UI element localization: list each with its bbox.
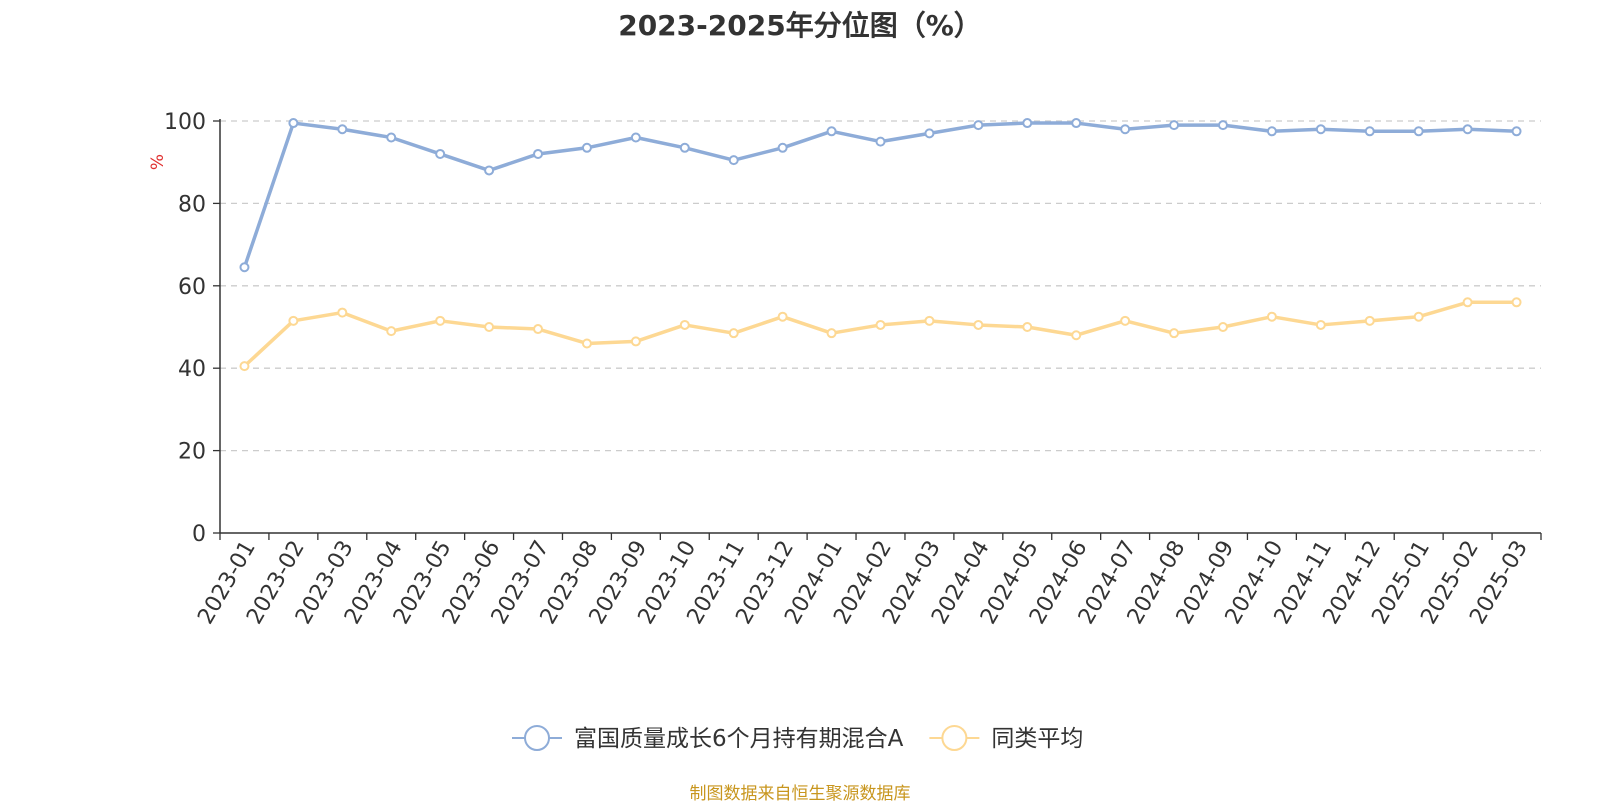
series-0-point-2023-05 xyxy=(435,148,446,159)
series-0-point-2023-09 xyxy=(630,132,641,143)
series-0-point-2023-10 xyxy=(679,142,690,153)
series-0-point-2024-07 xyxy=(1120,124,1131,135)
y-tick-label-40: 40 xyxy=(178,357,206,382)
series-1-point-2024-01 xyxy=(826,328,837,339)
series-1-point-2024-06 xyxy=(1071,330,1082,341)
grid-lines xyxy=(220,120,1541,452)
series-1-point-2023-09 xyxy=(630,336,641,347)
legend-marker-circle-1 xyxy=(941,725,968,751)
data-source-note: 制图数据来自恒生聚源数据库 xyxy=(689,784,911,804)
series-0-point-2024-03 xyxy=(924,128,935,139)
series-0-point-2024-09 xyxy=(1217,120,1228,131)
chart-title: 2023-2025年分位图（%） xyxy=(618,9,982,42)
series-0-point-2025-03 xyxy=(1511,126,1522,137)
y-tick-label-60: 60 xyxy=(178,275,206,300)
series-0-point-2024-08 xyxy=(1169,120,1180,131)
series-1-point-2023-06 xyxy=(484,322,495,332)
series-1-point-2023-01 xyxy=(239,361,250,372)
legend-label-0: 富国质量成长6个月持有期混合A xyxy=(574,726,904,752)
series-1-point-2024-02 xyxy=(875,319,886,330)
series-0-point-2023-07 xyxy=(533,148,544,159)
series-1-point-2025-03 xyxy=(1511,297,1522,308)
series-1-point-2023-05 xyxy=(435,315,446,326)
series-1-point-2023-02 xyxy=(288,315,299,326)
series-0-point-2024-10 xyxy=(1266,126,1277,137)
series-1-point-2024-12 xyxy=(1364,315,1375,326)
series-1-point-2023-12 xyxy=(777,311,788,322)
y-tick-label-80: 80 xyxy=(178,192,206,217)
legend-label-1: 同类平均 xyxy=(991,726,1083,752)
series-1-point-2023-03 xyxy=(337,307,348,318)
series-1-point-2025-01 xyxy=(1413,311,1424,322)
series-line-1 xyxy=(243,300,1517,368)
series-1-point-2023-10 xyxy=(679,319,690,330)
series-0-point-2023-04 xyxy=(386,132,397,143)
series-0-point-2023-12 xyxy=(777,142,788,153)
series-0-point-2024-04 xyxy=(973,120,984,131)
series-1-point-2023-08 xyxy=(581,338,592,349)
series-1-point-2024-10 xyxy=(1266,311,1277,322)
series-0-point-2025-02 xyxy=(1462,124,1473,135)
series-0-point-2024-02 xyxy=(875,136,886,147)
series-1-point-2024-09 xyxy=(1217,322,1228,332)
legend[interactable]: 富国质量成长6个月持有期混合A 同类平均 xyxy=(512,725,1083,752)
series-1-point-2024-03 xyxy=(924,315,935,326)
series-1-point-2023-11 xyxy=(728,328,739,339)
series-1-point-2023-07 xyxy=(533,324,544,335)
series-0-point-2024-11 xyxy=(1315,124,1326,135)
series-1-point-2024-08 xyxy=(1169,328,1180,339)
y-tick-label-20: 20 xyxy=(178,440,206,465)
series-1-point-2024-05 xyxy=(1022,322,1033,332)
series-0-point-2023-02 xyxy=(288,118,299,129)
y-tick-label-100: 100 xyxy=(164,110,206,135)
y-tick-label-0: 0 xyxy=(192,522,206,547)
legend-item-1[interactable]: 同类平均 xyxy=(929,725,1083,752)
series-1-point-2024-04 xyxy=(973,319,984,330)
series-0-point-2024-12 xyxy=(1364,126,1375,137)
series-0-point-2024-05 xyxy=(1022,118,1033,129)
series-0-point-2024-01 xyxy=(826,126,837,137)
series-1-point-2025-02 xyxy=(1462,297,1473,308)
series-0-point-2024-06 xyxy=(1071,118,1082,129)
series-0-point-2025-01 xyxy=(1413,126,1424,137)
series-0-point-2023-03 xyxy=(337,124,348,135)
series-1-point-2024-07 xyxy=(1120,315,1131,326)
series-0-point-2023-01 xyxy=(239,262,250,273)
legend-item-0[interactable]: 富国质量成长6个月持有期混合A xyxy=(512,725,904,752)
y-axis-label: % xyxy=(148,154,168,170)
series-0-point-2023-11 xyxy=(728,155,739,166)
legend-marker-circle-0 xyxy=(524,725,550,751)
series-lines xyxy=(239,118,1522,372)
series-0-point-2023-06 xyxy=(484,165,495,176)
series-1-point-2023-04 xyxy=(386,326,397,337)
series-1-point-2024-11 xyxy=(1315,319,1326,330)
axes: 020406080100%2023-012023-022023-032023-0… xyxy=(148,110,1542,629)
series-0-point-2023-08 xyxy=(581,142,592,153)
